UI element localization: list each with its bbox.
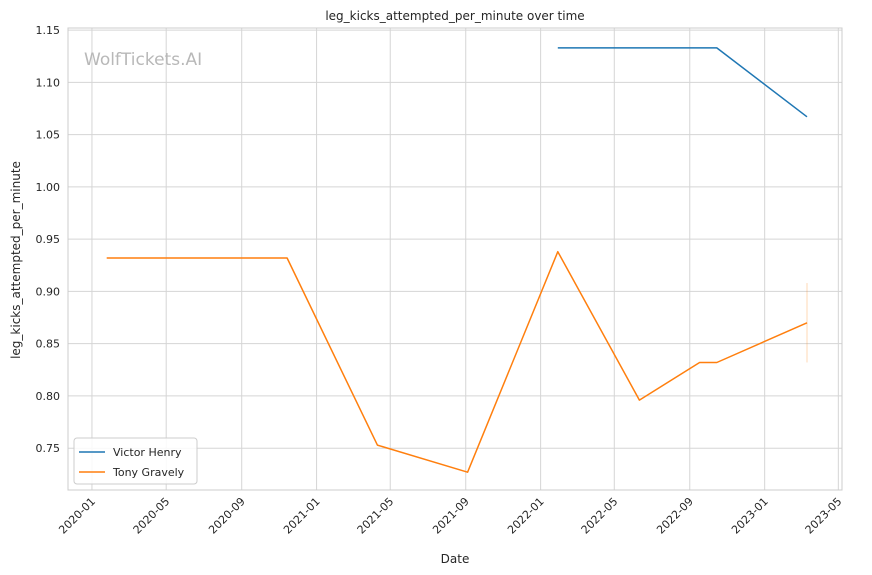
series-layer <box>106 47 808 473</box>
y-tick-label: 1.15 <box>36 24 61 37</box>
x-tick-label: 2022-01 <box>505 495 547 537</box>
y-tick-label: 0.85 <box>36 338 61 351</box>
x-tick-label: 2021-01 <box>281 495 323 537</box>
series-line-tony-gravely <box>106 250 808 473</box>
y-tick-label: 0.90 <box>36 285 61 298</box>
plot-area-frame <box>67 27 843 491</box>
x-tick-label: 2022-05 <box>579 495 621 537</box>
y-tick-label: 1.05 <box>36 129 61 142</box>
y-gridlines <box>68 29 842 449</box>
x-tick-label: 2021-05 <box>355 495 397 537</box>
legend-label-victor-henry: Victor Henry <box>113 446 182 459</box>
x-tick-label: 2021-09 <box>430 495 472 537</box>
x-axis-label: Date <box>441 552 470 566</box>
legend-label-tony-gravely: Tony Gravely <box>112 466 185 479</box>
x-tick-label: 2020-05 <box>131 495 173 537</box>
y-tick-label: 0.95 <box>36 233 61 246</box>
x-tick-label: 2022-09 <box>654 495 696 537</box>
y-axis-label: leg_kicks_attempted_per_minute <box>9 161 23 359</box>
x-tick-label: 2020-01 <box>56 495 98 537</box>
y-tick-label: 0.75 <box>36 442 61 455</box>
chart-title: leg_kicks_attempted_per_minute over time <box>325 9 584 23</box>
y-tick-label: 0.80 <box>36 390 61 403</box>
y-tick-labels: 0.75 0.80 0.85 0.90 0.95 1.00 1.05 1.10 1.15 <box>36 24 61 455</box>
watermark: WolfTickets.AI <box>84 50 202 70</box>
x-gridlines <box>91 28 839 490</box>
y-tick-label: 1.10 <box>36 76 61 89</box>
legend: Victor Henry Tony Gravely <box>73 437 198 485</box>
x-tick-label: 2020-09 <box>206 495 248 537</box>
x-tick-label: 2023-05 <box>803 495 845 537</box>
x-tick-labels: 2020-01 2020-05 2020-09 2021-01 2021-05 2021-… <box>56 495 844 537</box>
y-tick-label: 1.00 <box>36 181 61 194</box>
series-line-victor-henry <box>557 47 808 118</box>
x-tick-label: 2023-01 <box>729 495 771 537</box>
